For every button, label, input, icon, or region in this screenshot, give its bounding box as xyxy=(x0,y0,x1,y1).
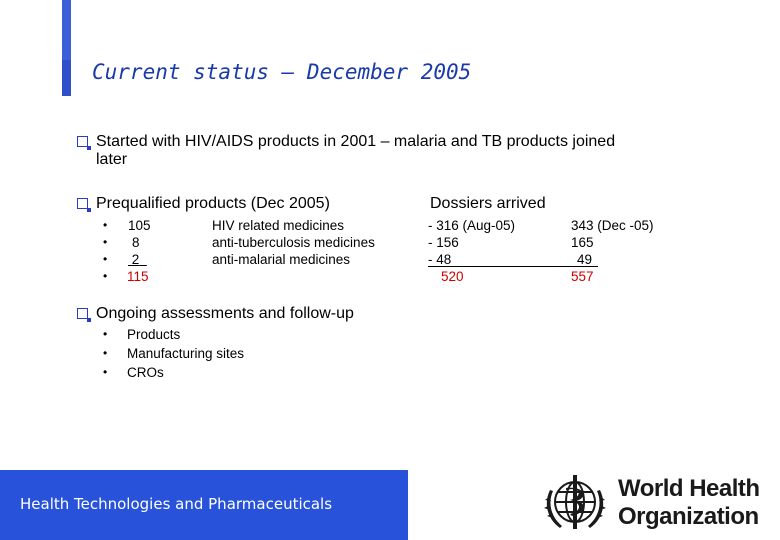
bullet-dot: • xyxy=(103,252,108,266)
square-bullet-icon xyxy=(77,308,91,322)
prequalified-label: anti-malarial medicines xyxy=(212,252,351,267)
bullet-dot: • xyxy=(103,218,108,232)
ongoing-item: Manufacturing sites xyxy=(127,346,245,361)
ongoing-item: CROs xyxy=(127,365,164,380)
dossiers-col2-row: 343 (Dec -05) xyxy=(571,218,654,233)
bullet-dot: • xyxy=(103,235,108,249)
prequalified-label: HIV related medicines xyxy=(212,218,345,233)
intro-line-1: Started with HIV/AIDS products in 2001 –… xyxy=(96,133,616,150)
dossiers-col1-value: - 48 xyxy=(428,252,452,267)
prequalified-count: 8 xyxy=(132,235,140,250)
bullet-dot: • xyxy=(103,346,108,360)
who-logo-line-1: World Health xyxy=(618,475,760,502)
prequalified-heading: Prequalified products (Dec 2005) xyxy=(96,195,330,212)
prequalified-count: 2 xyxy=(128,251,147,268)
footer-text: Health Technologies and Pharmaceuticals xyxy=(20,495,333,513)
dossiers-col1-row: - 316 (Aug-05) xyxy=(428,218,516,233)
footer-banner xyxy=(0,470,408,540)
ongoing-item: Products xyxy=(127,327,181,342)
dossiers-col1-row: - 48 xyxy=(428,251,598,267)
dossiers-heading: Dossiers arrived xyxy=(430,195,546,212)
square-bullet-icon xyxy=(77,136,91,150)
bullet-dot: • xyxy=(103,365,108,379)
dossiers-col2-row: 165 xyxy=(571,235,594,250)
bullet-dot: • xyxy=(103,269,108,283)
intro-line-2: later xyxy=(96,151,128,168)
dossiers-col1-row: - 156 xyxy=(428,235,459,250)
dossiers-col1-total: 520 xyxy=(441,269,464,284)
decorative-bar-bottom xyxy=(62,60,71,96)
decorative-bar-top xyxy=(62,0,71,60)
ongoing-heading: Ongoing assessments and follow-up xyxy=(96,305,354,322)
prequalified-total: 115 xyxy=(127,269,149,284)
dossiers-col2-total: 557 xyxy=(571,269,594,284)
prequalified-count: 105 xyxy=(128,218,151,233)
who-logo-line-2: Organization xyxy=(618,503,759,530)
dossiers-col2-row: 49 xyxy=(577,252,593,267)
prequalified-count-value: 2 xyxy=(131,252,140,267)
bullet-dot: • xyxy=(103,327,108,341)
square-bullet-icon xyxy=(77,198,91,212)
who-emblem-icon xyxy=(544,475,606,529)
prequalified-label: anti-tuberculosis medicines xyxy=(212,235,375,250)
page-title: Current status – December 2005 xyxy=(92,60,472,84)
